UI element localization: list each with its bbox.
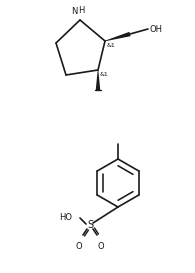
Text: O: O <box>76 242 82 251</box>
Text: O: O <box>98 242 104 251</box>
Text: OH: OH <box>149 25 162 34</box>
Text: HO: HO <box>59 212 72 221</box>
Text: N: N <box>72 7 78 16</box>
Text: S: S <box>87 220 93 230</box>
Text: &1: &1 <box>100 72 109 77</box>
Polygon shape <box>96 70 100 90</box>
Text: H: H <box>78 6 84 15</box>
Text: &1: &1 <box>107 43 116 48</box>
Polygon shape <box>105 32 131 41</box>
